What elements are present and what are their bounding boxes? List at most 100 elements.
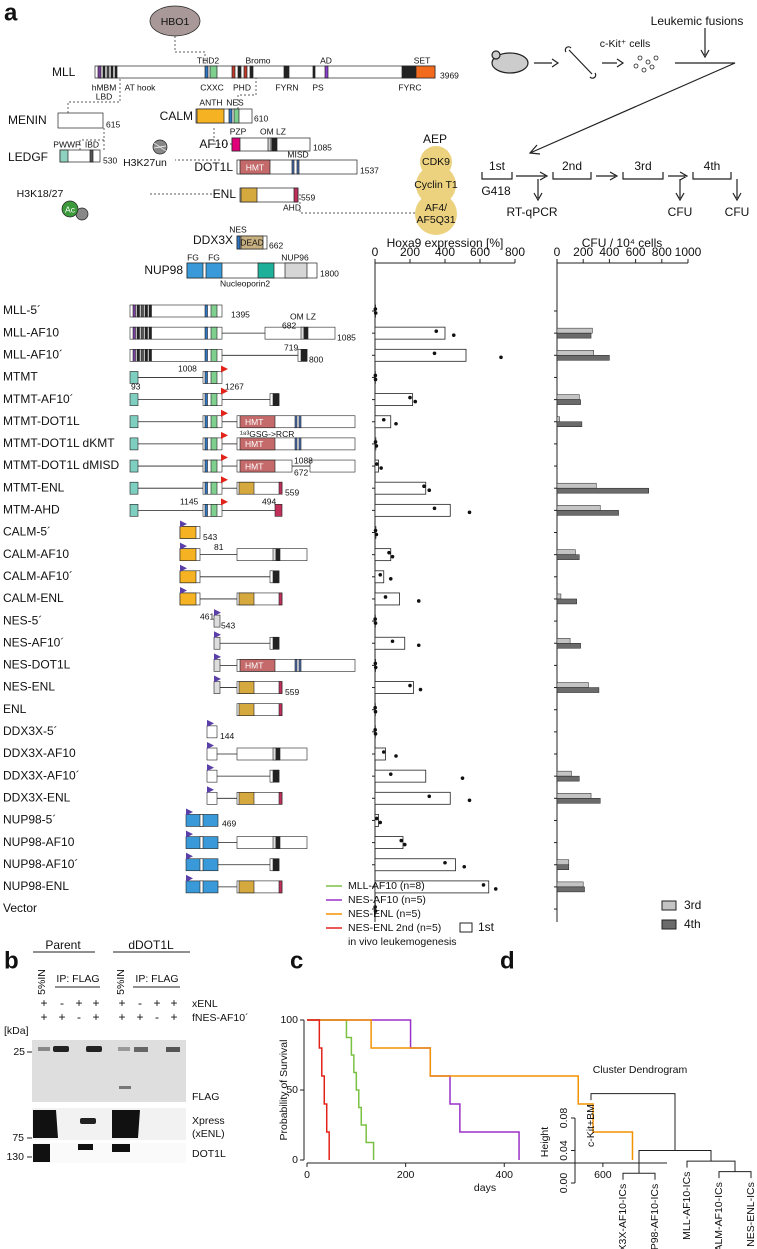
domain-box bbox=[132, 304, 136, 318]
shape-path bbox=[528, 28, 736, 155]
domain-label: ANTH bbox=[199, 97, 222, 107]
replicate-dot bbox=[451, 333, 456, 337]
x-tick-label: 400 bbox=[435, 245, 455, 259]
lane-label: IP: FLAG bbox=[135, 973, 178, 985]
construct-label: 1085 bbox=[337, 332, 356, 342]
domain-label: 1800 bbox=[320, 268, 339, 278]
replicate-dot bbox=[374, 444, 379, 448]
scheme-label: RT-qPCR bbox=[506, 205, 557, 219]
construct-name: DDX3X-AF10´ bbox=[3, 768, 80, 782]
panel-name: Xpress bbox=[192, 1115, 225, 1127]
legend-label: NES-ENL 2nd (n=5) bbox=[348, 922, 441, 934]
shape-box bbox=[296, 159, 300, 175]
shape-box bbox=[293, 187, 299, 203]
bar bbox=[556, 482, 597, 489]
domain-box bbox=[204, 348, 208, 362]
shape-box bbox=[94, 65, 436, 79]
bar bbox=[374, 304, 376, 318]
shape-box bbox=[324, 65, 329, 79]
survival-curve bbox=[307, 1019, 634, 1160]
construct-name: MLL-AF10 bbox=[3, 325, 59, 339]
construct-label: 144 bbox=[220, 731, 234, 741]
domain-label: Bromo bbox=[245, 55, 270, 65]
construct-name: NUP98-5´ bbox=[3, 813, 56, 827]
dendrogram-link bbox=[622, 1172, 656, 1180]
bar bbox=[374, 570, 385, 584]
bar bbox=[374, 747, 386, 761]
bar bbox=[374, 437, 377, 451]
dendrogram-link bbox=[686, 1160, 736, 1172]
domain-label: 3969 bbox=[440, 70, 459, 80]
replicate-dot bbox=[390, 639, 395, 644]
scheme-label: G418 bbox=[481, 184, 511, 198]
shape-box bbox=[240, 235, 264, 250]
legend-label: 4th bbox=[684, 917, 701, 931]
domain-box bbox=[140, 348, 144, 362]
domain-label: IBD bbox=[85, 139, 99, 149]
domain-box bbox=[179, 548, 197, 561]
replicate-dot bbox=[399, 838, 404, 843]
domain-box bbox=[204, 481, 208, 495]
domain-box bbox=[213, 614, 221, 628]
row-label: xENL bbox=[192, 998, 218, 1010]
replicate-dot bbox=[394, 421, 398, 426]
lane-label: 5%IN bbox=[36, 969, 48, 995]
leaf-label: NES-ENL-ICs bbox=[745, 1182, 757, 1247]
construct-name: MTMT-DOT1L dKMT bbox=[3, 436, 115, 450]
legend-label: 1st bbox=[478, 920, 495, 934]
bar bbox=[374, 880, 490, 894]
bar bbox=[374, 791, 451, 805]
bar bbox=[374, 393, 414, 407]
domain-box bbox=[278, 592, 283, 606]
domain-label: MISD bbox=[287, 149, 308, 159]
shape-box bbox=[291, 159, 295, 175]
replicate-dot bbox=[383, 595, 388, 599]
domain-label: AF5Q31 bbox=[416, 214, 455, 226]
domain-label: CXXC bbox=[200, 82, 224, 92]
legend-swatch bbox=[661, 919, 677, 930]
replicate-dot bbox=[388, 772, 393, 776]
shape-path bbox=[481, 172, 732, 180]
x-tick-label: 200 bbox=[397, 1169, 415, 1181]
axis-title: Probability of Survival bbox=[278, 1040, 290, 1141]
scheme-label: 2nd bbox=[562, 159, 582, 173]
construct-name: DDX3X-AF10 bbox=[3, 746, 76, 760]
domain-box bbox=[206, 747, 218, 761]
panel-label: a bbox=[4, 0, 18, 26]
domain-label: FYRC bbox=[398, 82, 421, 92]
bar bbox=[556, 881, 584, 888]
sign: - bbox=[60, 996, 64, 1010]
construct-name: CALM-AF10´ bbox=[3, 569, 73, 583]
bar bbox=[556, 549, 576, 555]
shape bbox=[641, 67, 647, 73]
domain-box bbox=[294, 659, 298, 672]
shape-box bbox=[59, 149, 69, 163]
replicate-dot bbox=[374, 816, 379, 821]
domain-label: 1537 bbox=[360, 165, 379, 175]
domain-label: 559 bbox=[301, 192, 315, 202]
domain-label: Nucleoporin2 bbox=[220, 278, 270, 288]
shape-box bbox=[196, 108, 225, 124]
bar bbox=[374, 548, 392, 562]
replicate-dot bbox=[373, 732, 378, 736]
panel-label: c bbox=[290, 947, 303, 974]
bar bbox=[556, 643, 581, 649]
y-tick-label: 50 bbox=[286, 1084, 298, 1096]
domain-box bbox=[275, 548, 281, 561]
domain-box bbox=[199, 880, 204, 894]
x-tick-label: 0 bbox=[554, 245, 561, 259]
bar bbox=[374, 481, 427, 495]
domain-box bbox=[300, 348, 308, 362]
shape-box bbox=[240, 187, 258, 203]
replicate-dot bbox=[467, 510, 472, 515]
fusion-marker bbox=[186, 830, 193, 838]
fusion-marker bbox=[214, 631, 221, 639]
survival-curve bbox=[307, 1019, 375, 1160]
shape-box bbox=[57, 112, 104, 129]
domain-box bbox=[129, 326, 223, 340]
fusion-marker bbox=[214, 653, 221, 661]
shape-box bbox=[53, 1046, 69, 1052]
bar bbox=[374, 769, 427, 783]
domain-box bbox=[129, 304, 223, 318]
row-label: fNES-AF10´ bbox=[192, 1012, 249, 1024]
